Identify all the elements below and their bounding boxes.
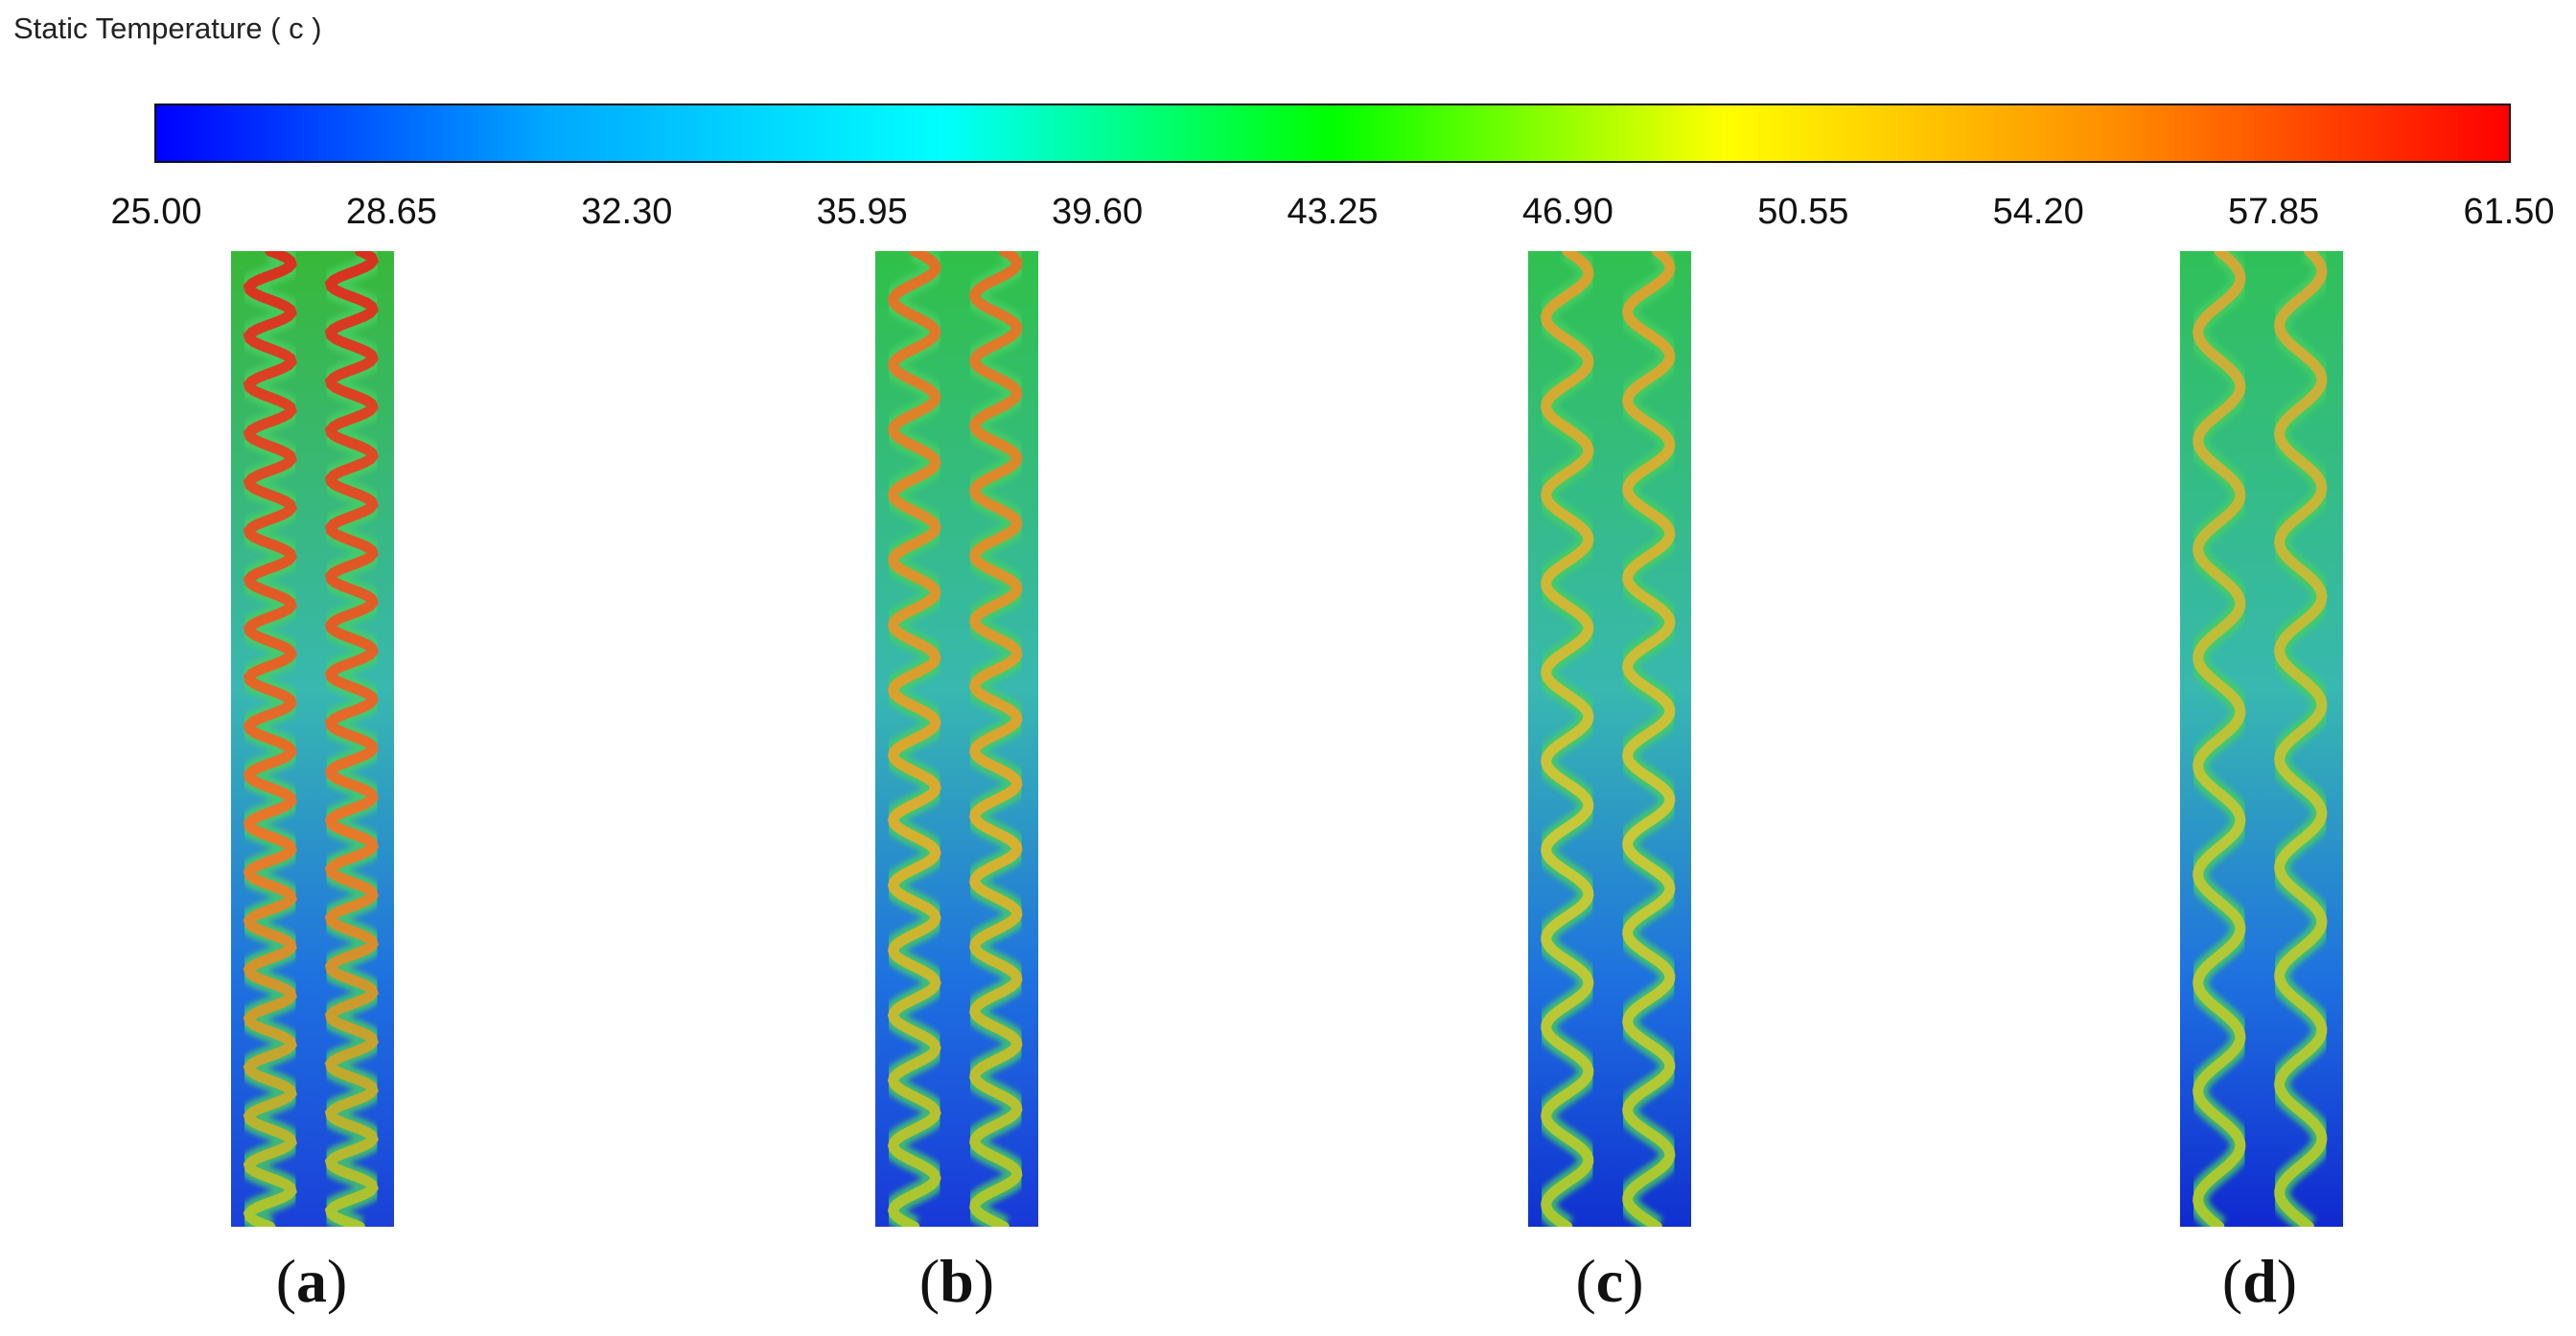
contour-panel-d (2180, 251, 2343, 1227)
plume-core (243, 251, 297, 1227)
tick-label: 35.95 (816, 192, 908, 232)
tick-label: 57.85 (2228, 192, 2320, 232)
caption-a: (a) (275, 1247, 348, 1315)
contour-panel-c (1528, 251, 1691, 1227)
temperature-contour (1528, 251, 1691, 1227)
caption-letter: d (2242, 1247, 2277, 1315)
plume-core (2274, 251, 2328, 1227)
tick-label: 54.20 (1992, 192, 2084, 232)
plume-core (969, 251, 1023, 1227)
legend-title: Static Temperature ( c ) (13, 12, 322, 45)
tick-label: 46.90 (1521, 192, 1613, 232)
caption-letter: c (1595, 1247, 1624, 1315)
tick-label: 28.65 (345, 192, 437, 232)
temperature-contour (231, 251, 394, 1227)
plume-core (1622, 251, 1676, 1227)
plume-core (324, 251, 379, 1227)
plume-core (887, 251, 941, 1227)
tick-label: 32.30 (581, 192, 673, 232)
caption-letter: a (296, 1247, 327, 1315)
tick-label: 39.60 (1052, 192, 1144, 232)
caption-d: (d) (2221, 1247, 2298, 1315)
plume-core (1541, 251, 1594, 1227)
temperature-contour (875, 251, 1038, 1227)
caption-c: (c) (1575, 1247, 1644, 1315)
plume-core (2193, 251, 2246, 1227)
caption-letter: b (940, 1247, 974, 1315)
tick-label: 43.25 (1287, 192, 1379, 232)
tick-label: 61.50 (2463, 192, 2555, 232)
contour-panel-a (231, 251, 394, 1227)
tick-label: 50.55 (1757, 192, 1849, 232)
tick-label: 25.00 (110, 192, 202, 232)
caption-b: (b) (918, 1247, 995, 1315)
temperature-contour (2180, 251, 2343, 1227)
temperature-colorbar (154, 104, 2511, 163)
contour-panel-b (875, 251, 1038, 1227)
